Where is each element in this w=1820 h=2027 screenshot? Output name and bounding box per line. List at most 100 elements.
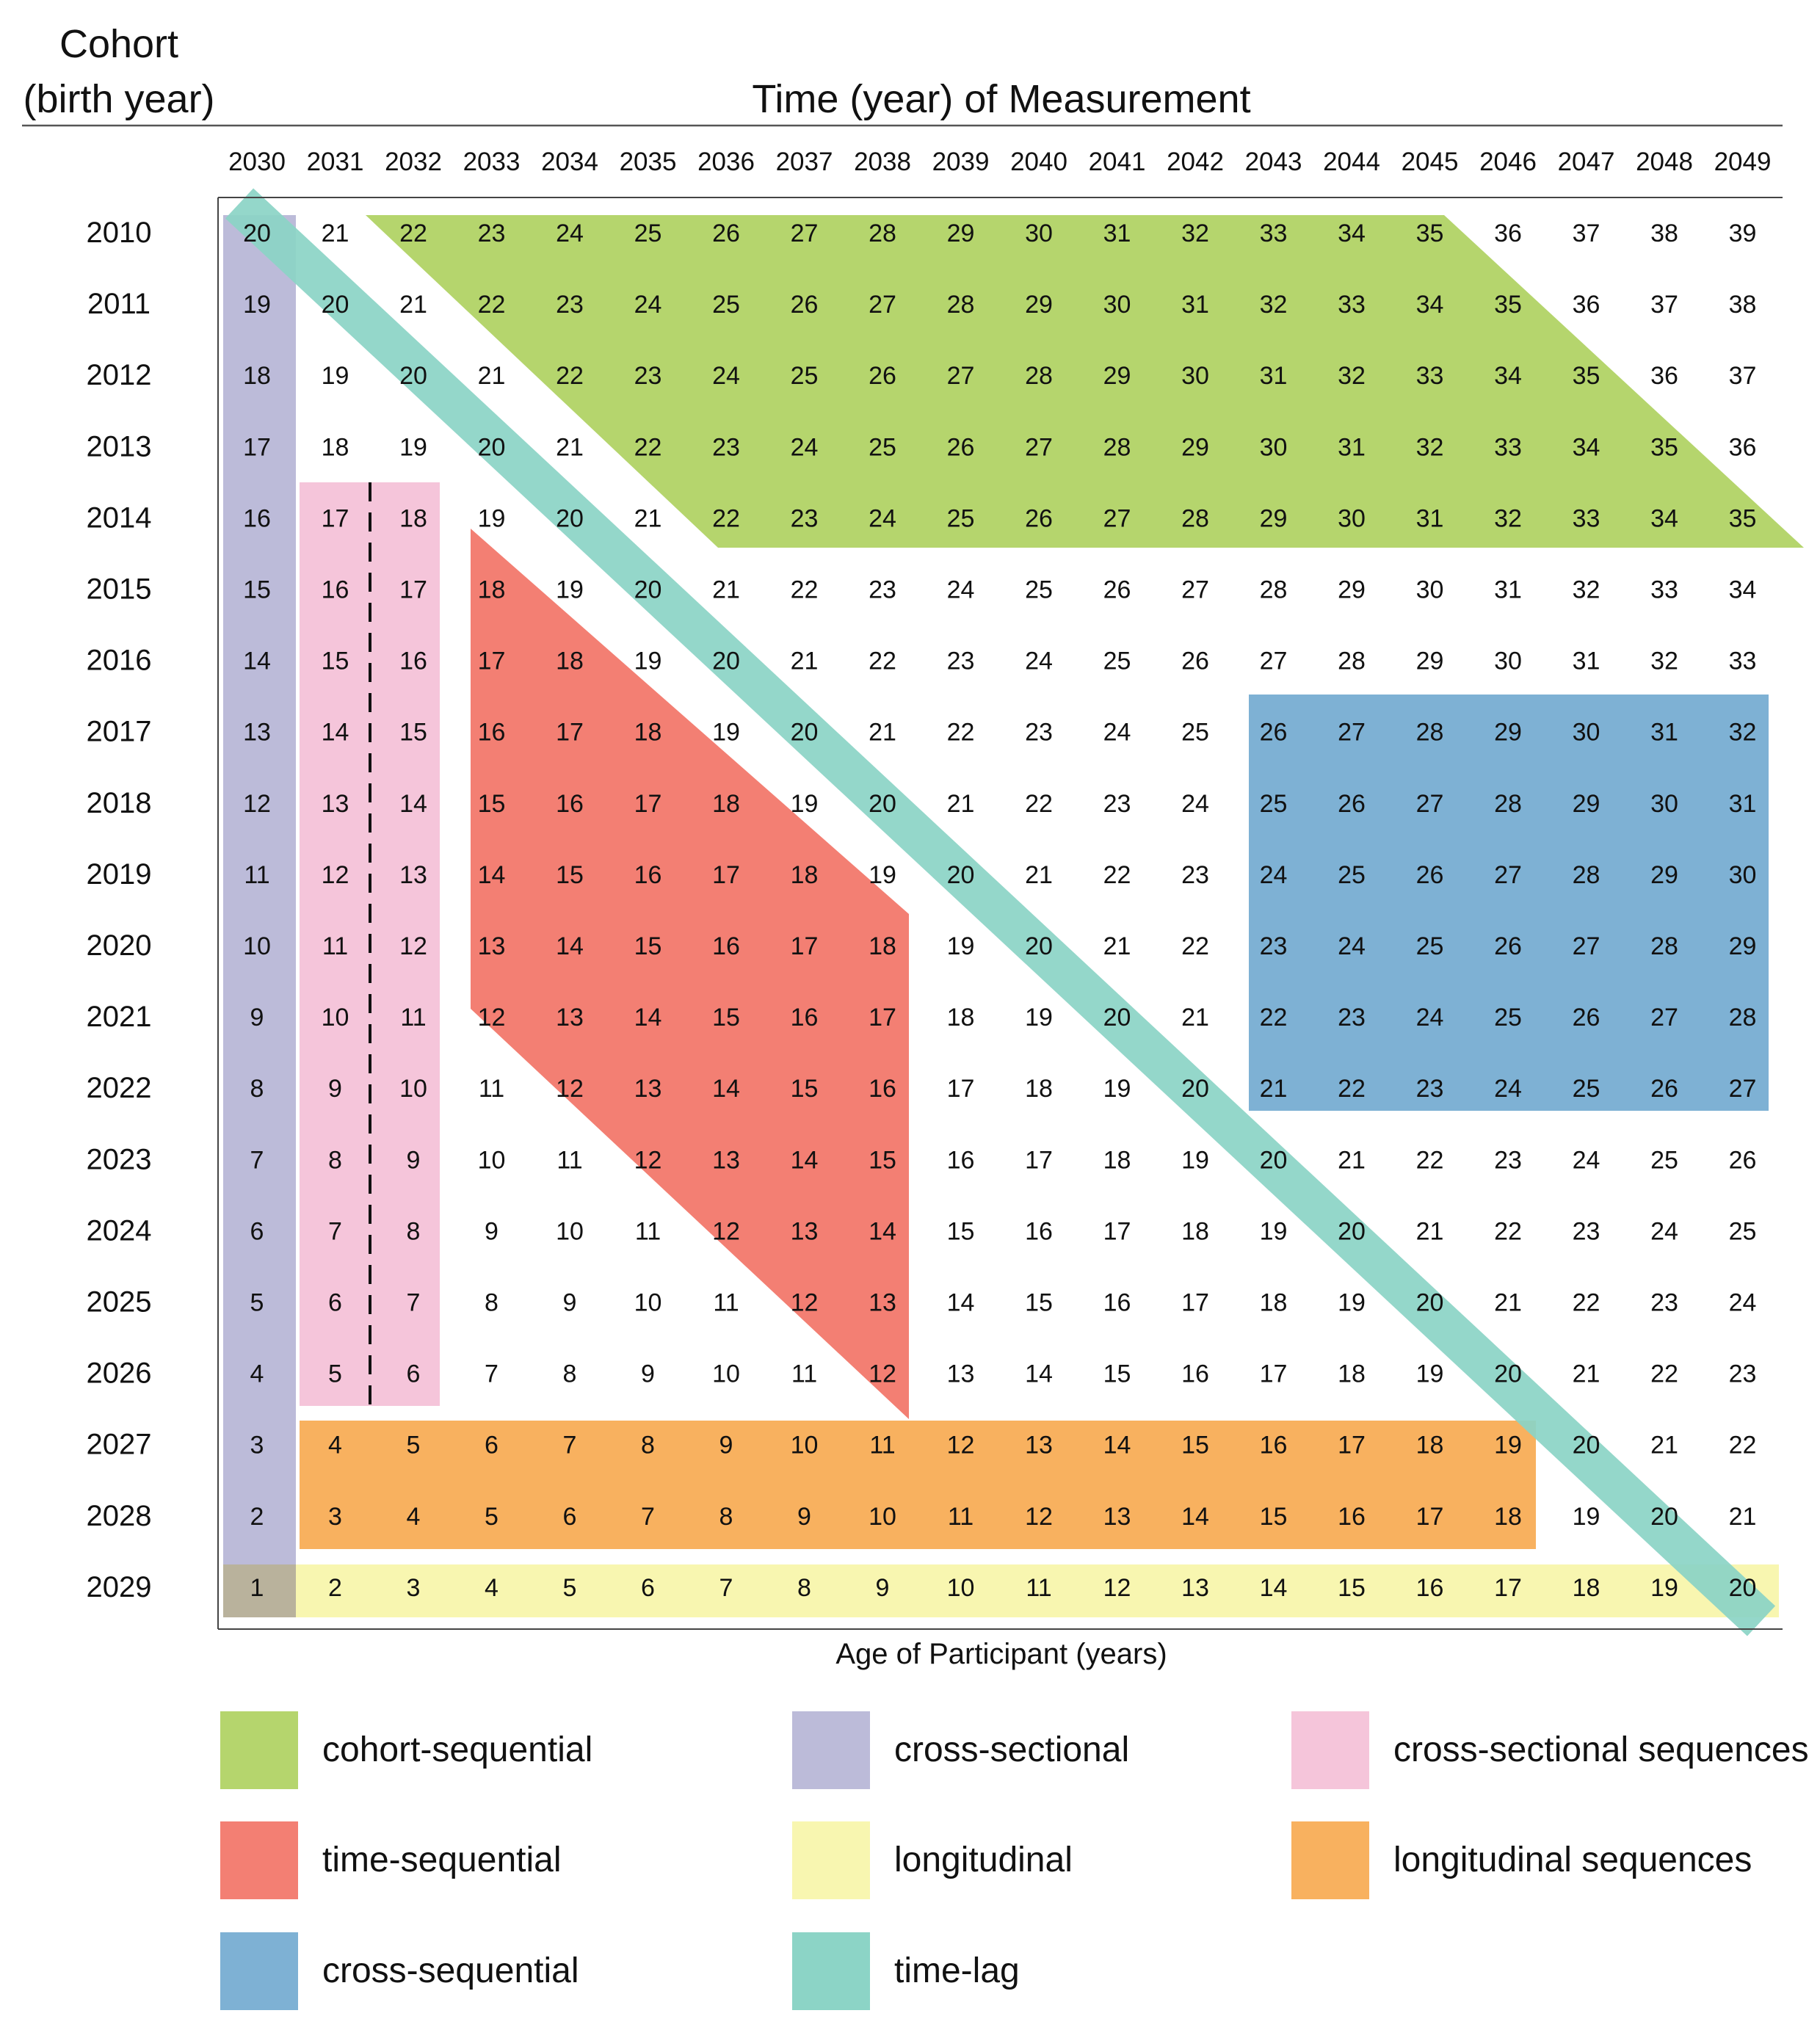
cohort-year-2023: 2023 [87, 1143, 152, 1175]
region-time-lag [225, 188, 1776, 1636]
region-cohort-sequential [366, 215, 1804, 548]
age-cell: 7 [563, 1432, 577, 1459]
legend-label-cross_sequential: cross-sequential [322, 1951, 579, 1990]
age-cell: 8 [563, 1360, 577, 1388]
cohort-year-2029: 2029 [87, 1571, 152, 1603]
age-cell: 36 [1573, 291, 1600, 319]
age-cell: 31 [1729, 790, 1757, 818]
age-cell: 14 [399, 790, 427, 818]
age-cell: 29 [1729, 932, 1757, 960]
age-cell: 20 [1025, 932, 1053, 960]
measurement-year-2045: 2045 [1402, 148, 1459, 176]
age-cell: 38 [1650, 220, 1678, 247]
legend-label-cohort_sequential: cohort-sequential [322, 1730, 592, 1769]
age-cell: 18 [556, 648, 584, 675]
age-cell: 19 [1025, 1004, 1053, 1031]
age-cell: 23 [1494, 1146, 1522, 1174]
age-cell: 35 [1650, 433, 1678, 461]
age-cell: 23 [634, 362, 662, 390]
measurement-year-2040: 2040 [1010, 148, 1067, 176]
age-cell: 27 [869, 291, 896, 319]
age-cell: 29 [1573, 790, 1600, 818]
cohort-year-2024: 2024 [87, 1214, 152, 1247]
age-cell: 26 [947, 433, 975, 461]
age-cell: 28 [869, 220, 896, 247]
age-cell: 36 [1494, 220, 1522, 247]
age-cell: 15 [1338, 1574, 1366, 1602]
age-cell: 18 [478, 576, 506, 604]
age-cell: 20 [712, 648, 740, 675]
measurement-year-2046: 2046 [1479, 148, 1537, 176]
age-cell: 14 [322, 719, 349, 747]
age-cell: 20 [1416, 1289, 1444, 1317]
age-cell: 28 [1260, 576, 1288, 604]
age-cell: 11 [400, 1004, 426, 1031]
age-cell: 25 [634, 220, 662, 247]
age-cell: 7 [719, 1574, 733, 1602]
age-cell: 16 [478, 719, 506, 747]
age-cell: 20 [1573, 1432, 1600, 1459]
age-cell: 27 [1181, 576, 1209, 604]
age-cell: 15 [243, 576, 271, 604]
age-cell: 30 [1494, 648, 1522, 675]
age-cell: 22 [791, 576, 819, 604]
age-cell: 32 [1650, 648, 1678, 675]
age-cell: 15 [322, 648, 349, 675]
measurement-year-2033: 2033 [463, 148, 521, 176]
age-cell: 16 [1181, 1360, 1209, 1388]
age-cell: 28 [1025, 362, 1053, 390]
age-cell: 14 [1181, 1503, 1209, 1531]
age-cell: 18 [243, 362, 271, 390]
age-cell: 20 [1260, 1146, 1288, 1174]
age-cell: 24 [712, 362, 740, 390]
age-cell: 20 [1103, 1004, 1131, 1031]
age-cell: 21 [791, 648, 819, 675]
age-cell: 21 [1729, 1503, 1757, 1531]
age-cell: 34 [1494, 362, 1522, 390]
legend-item-cross_sequential: cross-sequential [220, 1932, 579, 2010]
age-cell: 14 [1025, 1360, 1053, 1388]
age-cell: 25 [1729, 1217, 1757, 1245]
age-cell: 8 [719, 1503, 733, 1531]
age-cell: 11 [791, 1360, 817, 1388]
age-cell: 26 [1338, 790, 1366, 818]
age-cell: 30 [1416, 576, 1444, 604]
age-cell: 32 [1338, 362, 1366, 390]
age-cell: 12 [478, 1004, 506, 1031]
age-cell: 26 [1025, 504, 1053, 532]
legend-swatch-cross_sectional [792, 1711, 870, 1789]
age-cell: 29 [1025, 291, 1053, 319]
legend-item-cross_sectional_sequences: cross-sectional sequences [1291, 1711, 1809, 1789]
age-cell: 19 [1338, 1289, 1366, 1317]
age-cell: 17 [1338, 1432, 1366, 1459]
age-cell: 16 [322, 576, 349, 604]
age-cell: 13 [478, 932, 506, 960]
age-cell: 33 [1729, 648, 1757, 675]
age-cell: 8 [328, 1146, 342, 1174]
age-cell: 23 [1573, 1217, 1600, 1245]
age-cell: 20 [243, 220, 271, 247]
age-cell: 1 [250, 1574, 264, 1602]
age-cell: 18 [1338, 1360, 1366, 1388]
age-cell: 6 [407, 1360, 421, 1388]
age-cell: 31 [1338, 433, 1366, 461]
age-cell: 21 [1416, 1217, 1444, 1245]
age-cell: 34 [1338, 220, 1366, 247]
age-cell: 29 [947, 220, 975, 247]
age-cell: 16 [399, 648, 427, 675]
legend-item-longitudinal: longitudinal [792, 1821, 1073, 1899]
age-cell: 35 [1729, 504, 1757, 532]
age-cell: 9 [328, 1075, 342, 1103]
age-cell: 21 [947, 790, 975, 818]
age-cell: 19 [1650, 1574, 1678, 1602]
age-cell: 4 [407, 1503, 421, 1531]
age-cell: 22 [556, 362, 584, 390]
measurement-year-2047: 2047 [1558, 148, 1615, 176]
region-cross-sequential [1249, 695, 1769, 1111]
age-cell: 2 [328, 1574, 342, 1602]
age-cell: 23 [1025, 719, 1053, 747]
age-cell: 18 [1573, 1574, 1600, 1602]
age-cell: 21 [1103, 932, 1131, 960]
age-cell: 7 [641, 1503, 655, 1531]
